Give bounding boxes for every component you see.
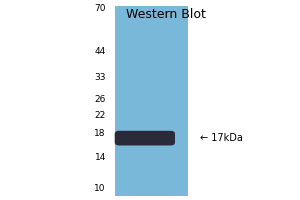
Text: 33: 33 [94,73,106,82]
Text: 44: 44 [95,47,106,56]
Text: 14: 14 [94,153,106,162]
Bar [115,6,188,196]
Text: ← 17kDa: ← 17kDa [200,133,243,143]
Text: 10: 10 [94,184,106,193]
Text: 18: 18 [94,129,106,138]
Text: 26: 26 [94,95,106,104]
FancyBboxPatch shape [115,131,175,145]
Text: Western Blot: Western Blot [126,8,206,21]
Text: 70: 70 [94,4,106,13]
Text: 22: 22 [95,111,106,120]
Text: kDa: kDa [59,0,76,2]
